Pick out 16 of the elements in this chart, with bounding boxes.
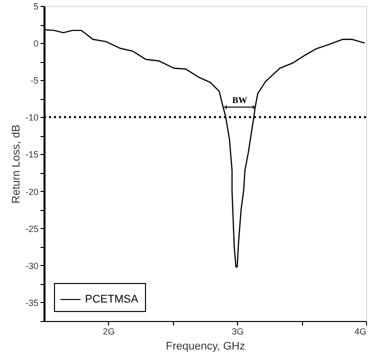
y-tick-label: -35 bbox=[25, 298, 38, 308]
y-tick-label: -20 bbox=[25, 186, 38, 197]
y-tick-label: 5 bbox=[33, 2, 38, 12]
x-axis-title: Frequency, GHz bbox=[166, 340, 246, 352]
annotation: BW bbox=[232, 95, 248, 106]
y-tick-label: 0 bbox=[33, 38, 38, 49]
y-tick-label: -30 bbox=[25, 260, 38, 271]
x-tick-label: 4G bbox=[354, 326, 366, 336]
x-tick-label: 2G bbox=[102, 326, 115, 336]
x-tick-label: 3G bbox=[232, 326, 244, 336]
y-tick-label: -5 bbox=[30, 76, 38, 86]
y-tick-label: -15 bbox=[25, 150, 38, 160]
y-axis-title: Return Loss, dB bbox=[10, 124, 22, 204]
y-tick-label: -10 bbox=[25, 112, 38, 123]
y-tick-label: -25 bbox=[25, 224, 38, 234]
legend-label: PCETMSA bbox=[85, 294, 139, 306]
